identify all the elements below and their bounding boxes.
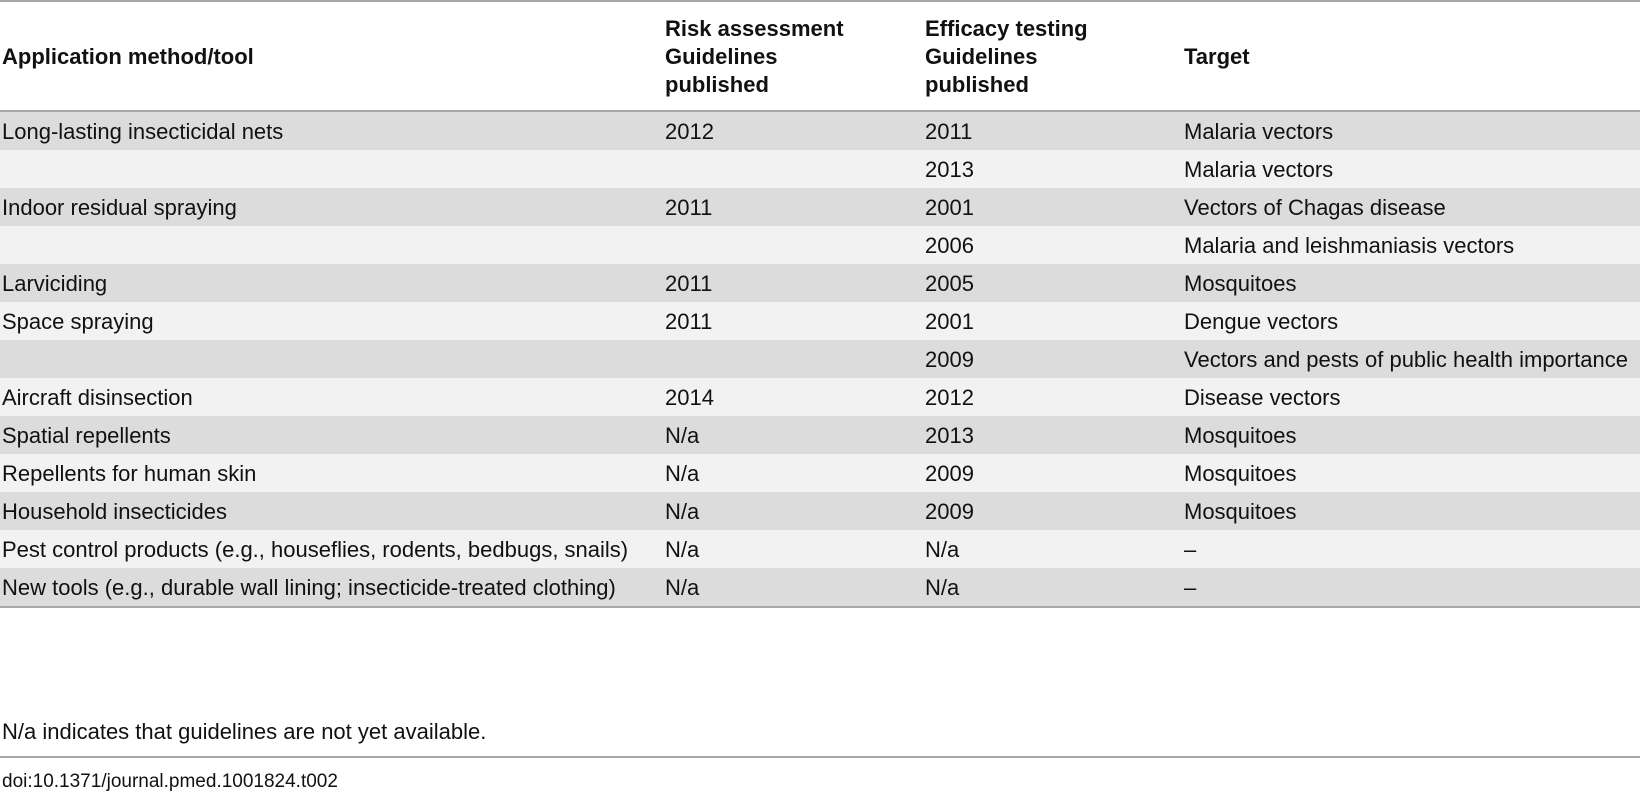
cell-efficacy-testing: 2005: [923, 264, 1182, 302]
cell-risk-assessment: N/a: [663, 530, 923, 568]
table-row: Indoor residual spraying 2011 2001 Vectors …: [0, 188, 1640, 226]
cell-target: Malaria and leishmaniasis vectors: [1182, 226, 1640, 264]
cell-application-method: Long-lasting insecticidal nets: [0, 111, 663, 150]
cell-risk-assessment: 2011: [663, 264, 923, 302]
cell-application-method: [0, 150, 663, 188]
header-efficacy-testing: Efficacy testing Guidelines published: [923, 2, 1182, 112]
cell-efficacy-testing: N/a: [923, 530, 1182, 568]
header-application-method: Application method/tool: [0, 2, 663, 112]
cell-efficacy-testing: 2011: [923, 111, 1182, 150]
table-top-rule: [0, 0, 1640, 2]
cell-efficacy-testing: N/a: [923, 568, 1182, 608]
table-row: Household insecticides N/a 2009 Mosquitoes: [0, 492, 1640, 530]
table-row: New tools (e.g., durable wall lining; in…: [0, 568, 1640, 608]
cell-risk-assessment: [663, 150, 923, 188]
cell-application-method: Indoor residual spraying: [0, 188, 663, 226]
guidelines-table: Application method/tool Risk assessment G…: [0, 2, 1640, 608]
header-risk-assessment: Risk assessment Guidelines published: [663, 2, 923, 112]
cell-risk-assessment: N/a: [663, 416, 923, 454]
cell-application-method: Larviciding: [0, 264, 663, 302]
cell-risk-assessment: N/a: [663, 492, 923, 530]
cell-application-method: Household insecticides: [0, 492, 663, 530]
cell-risk-assessment: 2011: [663, 188, 923, 226]
cell-application-method: [0, 340, 663, 378]
cell-application-method: Spatial repellents: [0, 416, 663, 454]
cell-target: –: [1182, 568, 1640, 608]
cell-target: Malaria vectors: [1182, 111, 1640, 150]
table-row: Long-lasting insecticidal nets 2012 2011 Ma…: [0, 111, 1640, 150]
cell-risk-assessment: [663, 226, 923, 264]
cell-risk-assessment: N/a: [663, 568, 923, 608]
header-target: Target: [1182, 2, 1640, 112]
cell-target: –: [1182, 530, 1640, 568]
cell-target: Dengue vectors: [1182, 302, 1640, 340]
cell-efficacy-testing: 2006: [923, 226, 1182, 264]
cell-efficacy-testing: 2012: [923, 378, 1182, 416]
cell-risk-assessment: [663, 340, 923, 378]
table-row: 2009 Vectors and pests of public health i…: [0, 340, 1640, 378]
table-row: Larviciding 2011 2005 Mosquitoes: [0, 264, 1640, 302]
cell-application-method: New tools (e.g., durable wall lining; in…: [0, 568, 663, 608]
cell-efficacy-testing: 2009: [923, 454, 1182, 492]
cell-target: Mosquitoes: [1182, 492, 1640, 530]
table-footnote: N/a indicates that guidelines are not ye…: [2, 719, 487, 744]
cell-efficacy-testing: 2013: [923, 416, 1182, 454]
cell-efficacy-testing: 2013: [923, 150, 1182, 188]
table-bottom-rule: [0, 756, 1640, 758]
cell-target: Vectors and pests of public health impor…: [1182, 340, 1640, 378]
cell-risk-assessment: 2014: [663, 378, 923, 416]
cell-efficacy-testing: 2009: [923, 492, 1182, 530]
guidelines-table-container: Application method/tool Risk assessment G…: [0, 0, 1640, 608]
cell-target: Vectors of Chagas disease: [1182, 188, 1640, 226]
cell-application-method: Pest control products (e.g., houseflies,…: [0, 530, 663, 568]
cell-application-method: [0, 226, 663, 264]
cell-target: Malaria vectors: [1182, 150, 1640, 188]
cell-application-method: Repellents for human skin: [0, 454, 663, 492]
cell-target: Mosquitoes: [1182, 454, 1640, 492]
header-row: Application method/tool Risk assessment G…: [0, 2, 1640, 112]
cell-efficacy-testing: 2009: [923, 340, 1182, 378]
table-row: Space spraying 2011 2001 Dengue vectors: [0, 302, 1640, 340]
cell-risk-assessment: 2011: [663, 302, 923, 340]
cell-target: Mosquitoes: [1182, 264, 1640, 302]
cell-target: Mosquitoes: [1182, 416, 1640, 454]
cell-risk-assessment: N/a: [663, 454, 923, 492]
cell-efficacy-testing: 2001: [923, 302, 1182, 340]
table-header: Application method/tool Risk assessment G…: [0, 2, 1640, 112]
table-row: 2006 Malaria and leishmaniasis vectors: [0, 226, 1640, 264]
table-row: 2013 Malaria vectors: [0, 150, 1640, 188]
table-row: Pest control products (e.g., houseflies,…: [0, 530, 1640, 568]
table-row: Aircraft disinsection 2014 2012 Disease vec…: [0, 378, 1640, 416]
cell-application-method: Space spraying: [0, 302, 663, 340]
cell-target: Disease vectors: [1182, 378, 1640, 416]
cell-application-method: Aircraft disinsection: [0, 378, 663, 416]
table-row: Spatial repellents N/a 2013 Mosquitoes: [0, 416, 1640, 454]
table-row: Repellents for human skin N/a 2009 Mosquito…: [0, 454, 1640, 492]
doi-label: doi:10.1371/journal.pmed.1001824.t002: [2, 771, 338, 792]
cell-efficacy-testing: 2001: [923, 188, 1182, 226]
table-body: Long-lasting insecticidal nets 2012 2011 Ma…: [0, 111, 1640, 608]
cell-risk-assessment: 2012: [663, 111, 923, 150]
